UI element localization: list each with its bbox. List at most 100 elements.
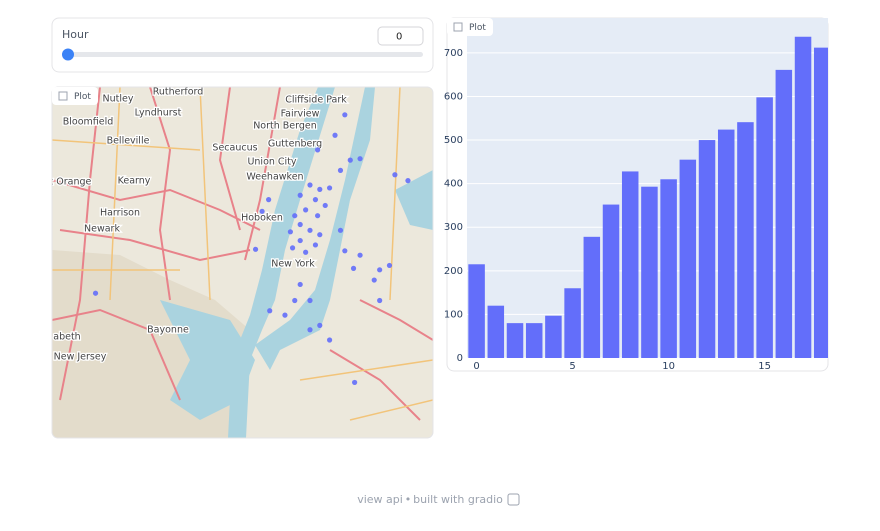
map-label-icon <box>58 91 68 101</box>
map-point <box>267 308 273 314</box>
y-tick-label: 0 <box>457 353 463 364</box>
map-bay <box>160 300 255 420</box>
y-tick-label: 300 <box>444 222 463 233</box>
map-point <box>252 246 259 252</box>
map-point <box>282 312 288 318</box>
bar <box>506 323 524 358</box>
map-card <box>51 86 434 439</box>
map-label: Plot <box>74 92 91 102</box>
map-highways <box>52 87 433 421</box>
map-point <box>307 227 313 233</box>
slider-number-input[interactable] <box>377 26 424 46</box>
map-point <box>405 178 411 184</box>
map-point <box>342 248 348 254</box>
map-point <box>392 172 398 178</box>
x-tick-label: 0 <box>473 361 479 372</box>
map-point <box>287 229 293 235</box>
map-point <box>357 156 363 162</box>
map-point <box>322 202 328 209</box>
bar <box>602 204 620 358</box>
map-point <box>303 249 309 255</box>
map-point <box>326 185 333 191</box>
map-place-label: Harrison <box>100 208 140 219</box>
y-tick-label: 700 <box>444 48 463 59</box>
bar <box>717 129 735 358</box>
bar-label-icon <box>453 22 463 32</box>
x-tick-label: 10 <box>662 361 675 372</box>
bar <box>525 323 543 358</box>
map-point <box>315 213 321 219</box>
x-tick-label: 5 <box>569 361 575 372</box>
map-point <box>303 207 309 213</box>
map-point <box>352 379 358 386</box>
bar <box>468 264 485 358</box>
map-point <box>297 221 303 228</box>
bar-label: Plot <box>469 23 486 33</box>
bar <box>660 179 677 358</box>
map-point <box>266 197 272 203</box>
map-place-label: Weehawken <box>246 172 303 183</box>
map-point <box>315 147 321 153</box>
map-sound <box>395 170 433 230</box>
map-point <box>92 290 99 296</box>
map-place-label: Bayonne <box>147 325 189 336</box>
map-point <box>350 265 357 271</box>
map-place-label: Kearny <box>118 176 151 187</box>
map-points <box>92 112 411 386</box>
map-place-label: Fairview <box>281 109 320 120</box>
map-place-label: Bloomfield <box>63 117 114 128</box>
map-river-east <box>255 87 375 370</box>
map-place-label: Hoboken <box>241 213 283 224</box>
bar <box>679 159 697 358</box>
map-place-label: New Jersey <box>54 352 107 363</box>
map-place-label: New York <box>271 259 315 270</box>
map-point <box>307 327 313 333</box>
map-point <box>317 186 323 192</box>
map: Nutley Rutherford Cliffside Park Lyndhurst F… <box>45 87 433 438</box>
y-tick-label: 400 <box>444 179 463 190</box>
map-place-label: Rutherford <box>153 87 204 98</box>
slider-label: Hour <box>62 28 89 41</box>
bars <box>468 36 828 358</box>
map-point <box>259 208 265 214</box>
map-point <box>297 237 303 244</box>
map-point <box>347 157 353 163</box>
map-point <box>297 192 303 198</box>
map-place-label: Secaucus <box>212 143 257 154</box>
x-tick-label: 15 <box>758 361 771 372</box>
map-point <box>332 132 338 138</box>
bar <box>621 171 639 358</box>
slider-thumb[interactable] <box>62 48 74 61</box>
bar <box>583 236 601 358</box>
map-point <box>317 232 323 238</box>
bar <box>794 36 812 358</box>
map-place-label: Nutley <box>103 94 134 105</box>
bar <box>756 97 773 358</box>
map-point <box>377 267 383 273</box>
map-point <box>292 297 298 304</box>
map-place-label: North Bergen <box>253 121 317 132</box>
map-point <box>342 112 348 118</box>
y-tick-label: 500 <box>444 135 463 146</box>
bar-axes: 0 100 200 300 400 500 600 700 0 5 10 15 <box>444 48 771 372</box>
map-place-label: Cliffside Park <box>285 95 347 106</box>
y-tick-label: 600 <box>444 91 463 102</box>
map-place-label: Union City <box>247 157 296 168</box>
map-place-label: st Orange <box>45 177 92 188</box>
map-point <box>386 262 393 269</box>
map-place-label: Newark <box>84 224 120 235</box>
map-point <box>317 322 323 328</box>
map-point <box>289 245 296 251</box>
footer-api[interactable]: view api <box>357 493 403 506</box>
footer-separator: • <box>405 493 412 506</box>
map-point <box>357 252 363 258</box>
map-point <box>371 277 377 283</box>
map-place-label: Lyndhurst <box>135 108 182 119</box>
bar <box>813 47 828 358</box>
footer-built[interactable]: built with gradio <box>413 493 503 506</box>
map-point <box>312 197 319 203</box>
gradio-logo <box>507 493 520 506</box>
slider-track[interactable] <box>68 52 423 57</box>
